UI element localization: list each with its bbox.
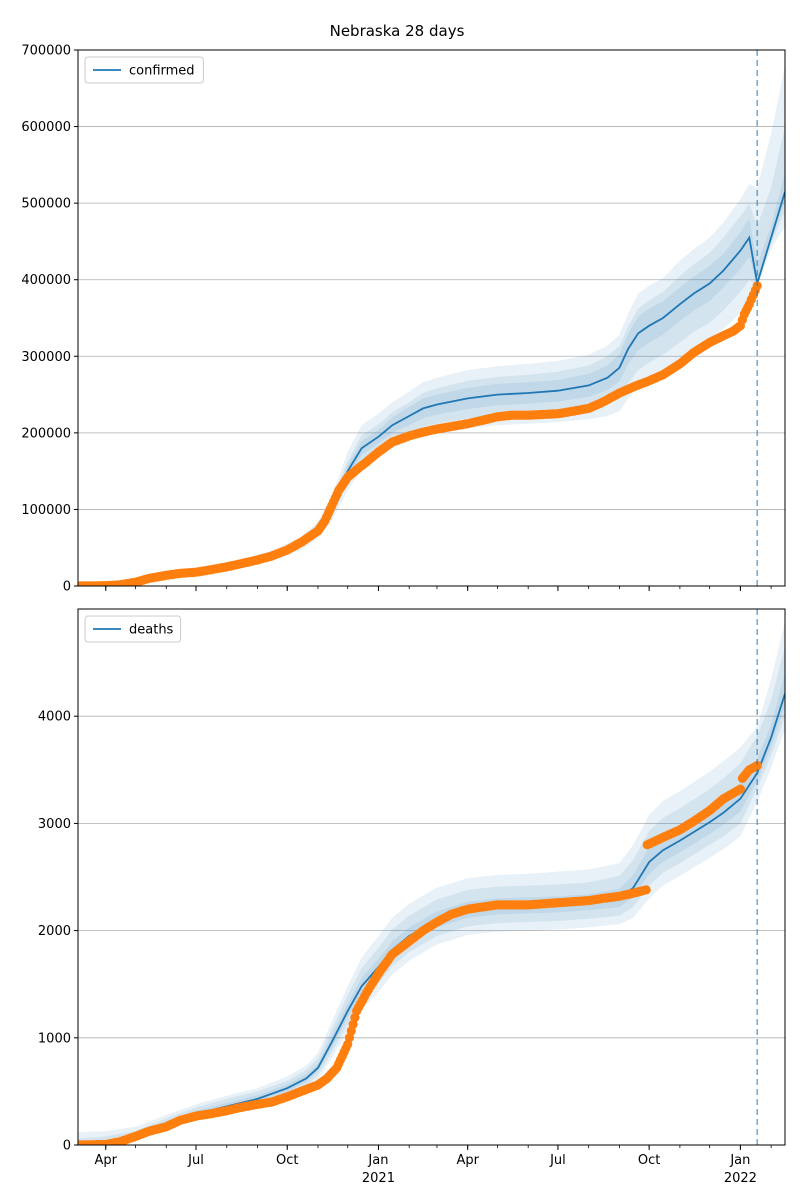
axes-frame-1	[77, 608, 786, 1146]
x-tick-label-4: Apr	[456, 1153, 479, 1168]
chart-title: Nebraska 28 days	[330, 22, 465, 40]
uncertainty-band-1-0	[78, 621, 785, 1145]
legend-label-1: deaths	[129, 623, 174, 638]
observed-point	[735, 784, 746, 794]
confirmed-panel: 0 100000 200000 300000 400000 500000 600000 700…	[21, 44, 786, 595]
x-tick-label-5: Jul	[549, 1153, 566, 1168]
y-tick-label-1-3: 3000	[38, 817, 71, 832]
y-tick-label-0-4: 400000	[21, 273, 71, 288]
plot-area-0	[78, 65, 785, 586]
x-tick-label-1: Jul	[187, 1153, 204, 1168]
y-tick-label-1-1: 1000	[38, 1031, 71, 1046]
y-tick-label-1-4: 4000	[38, 710, 71, 725]
uncertainty-band-0-1	[78, 126, 785, 586]
legend-deaths: deaths	[84, 615, 182, 643]
x-tick-label-2: Oct	[276, 1153, 298, 1168]
x-tick-label-7: Jan	[729, 1153, 750, 1168]
deaths-panel: 0 1000 2000 3000 4000 Apr Jul Oct Jan 2021 Apr Jul O…	[38, 608, 786, 1186]
x-tick-label-3: Jan	[367, 1153, 388, 1168]
observed-points-deaths	[78, 760, 762, 1145]
uncertainty-band-0-0	[78, 65, 785, 586]
observed-points-confirmed	[78, 281, 762, 586]
y-tick-label-1-0: 0	[63, 1139, 71, 1154]
y-tick-label-0-0: 0	[63, 580, 71, 595]
uncertainty-band-0-2	[78, 172, 785, 586]
observed-point	[752, 760, 762, 771]
x-tick-year-7: 2022	[724, 1171, 757, 1186]
y-tick-label-1-2: 2000	[38, 924, 71, 939]
y-tick-label-0-7: 700000	[21, 44, 71, 59]
y-tick-label-0-5: 500000	[21, 197, 71, 212]
y-tick-label-0-1: 100000	[21, 503, 71, 518]
legend-label-0: confirmed	[129, 64, 195, 79]
axes-frame-0	[77, 49, 786, 587]
y-tick-label-0-6: 600000	[21, 120, 71, 135]
legend-confirmed: confirmed	[84, 56, 204, 84]
plot-area-1	[78, 621, 785, 1145]
observed-point	[641, 885, 651, 895]
y-tick-label-0-3: 300000	[21, 350, 71, 365]
x-tick-label-6: Oct	[638, 1153, 660, 1168]
x-tick-year-3: 2021	[362, 1171, 395, 1186]
y-tick-label-0-2: 200000	[21, 426, 71, 441]
x-tick-label-0: Apr	[95, 1153, 118, 1168]
